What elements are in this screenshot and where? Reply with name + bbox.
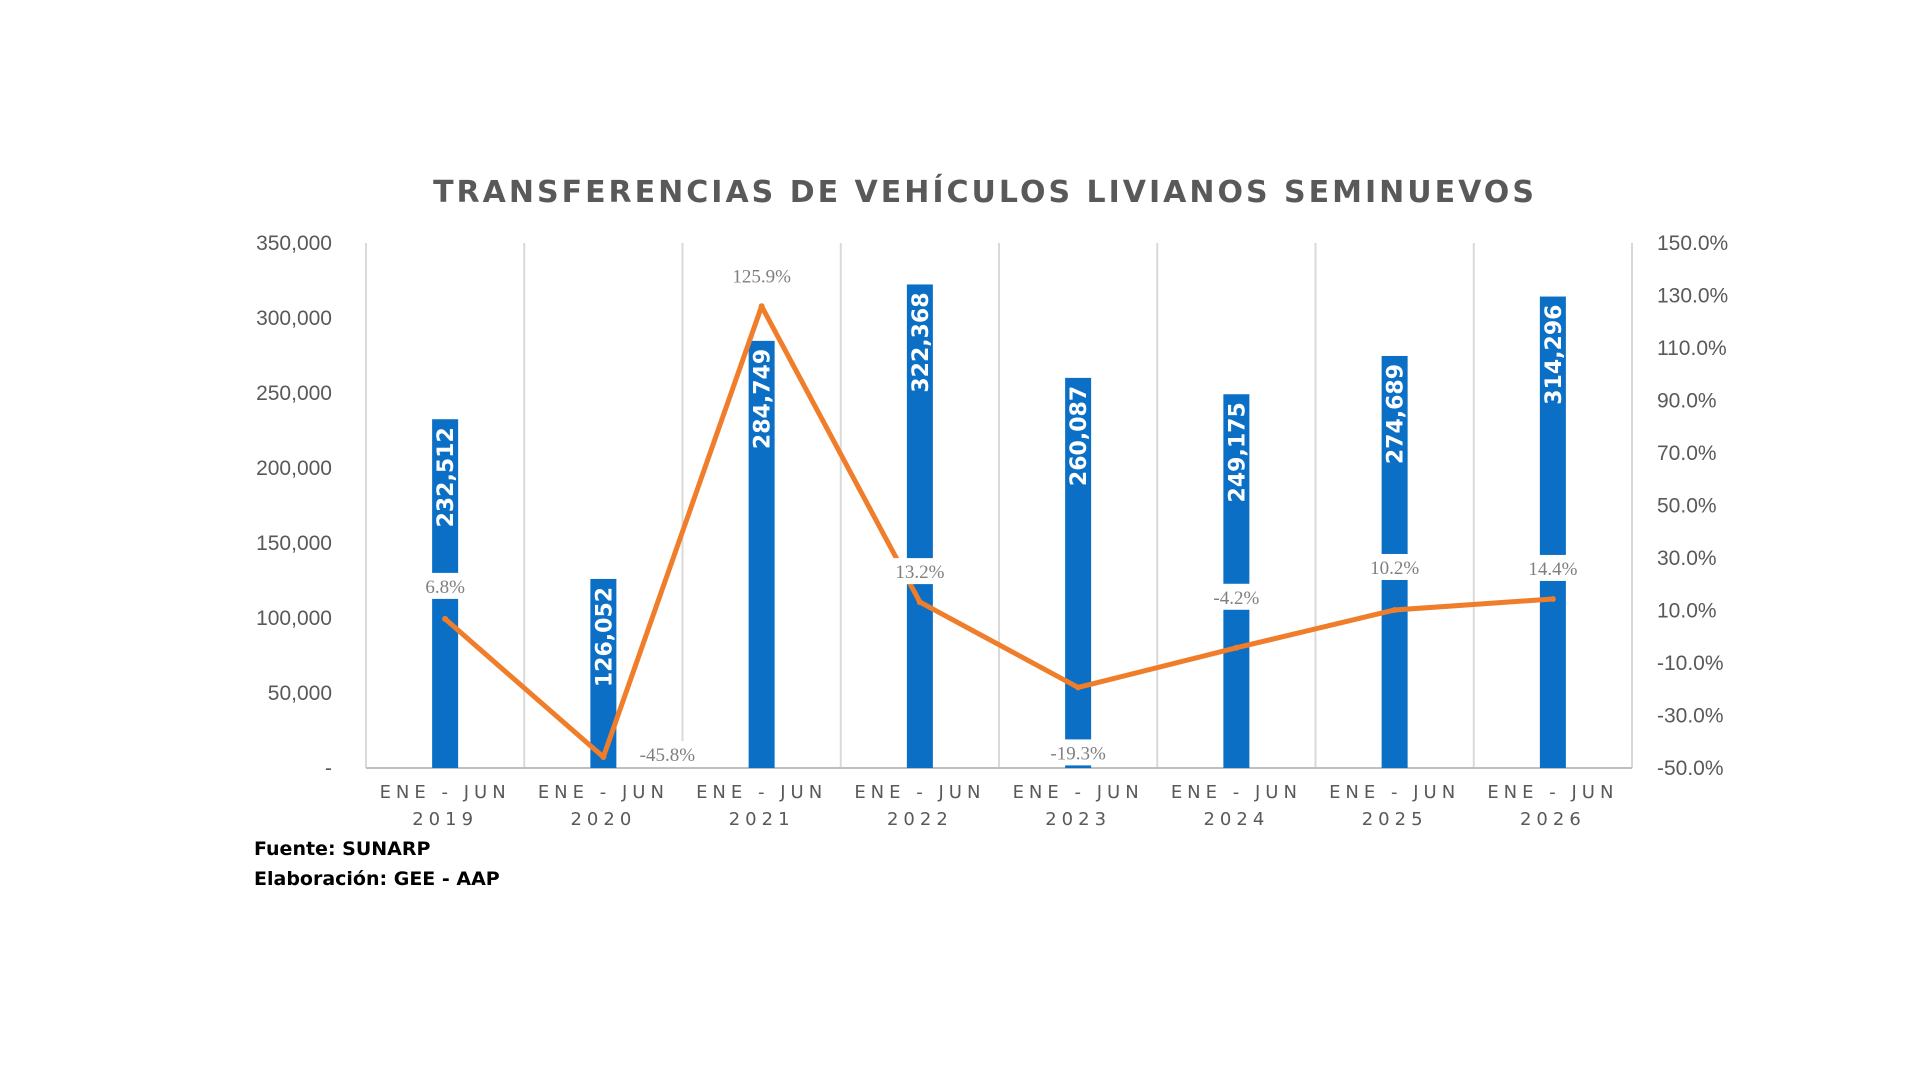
axis-layer: - 50,000 100,000 150,000 200,000 250,000 300,0… [256, 232, 1728, 830]
y-right-tick-label: 150.0% [1657, 232, 1728, 255]
elaboration-note: Elaboración: GEE - AAP [254, 868, 500, 890]
bar-value-label: 260,087 [1067, 386, 1092, 486]
x-tick-label: ENE - JUN [1171, 782, 1302, 803]
bar-value-group: 232,512 [434, 427, 459, 527]
line-label-bg [630, 740, 705, 767]
y-right-tick-label: 70.0% [1657, 442, 1717, 465]
x-tick-label: 2023 [1045, 809, 1111, 830]
bar-value-label: 314,296 [1542, 305, 1567, 405]
x-tick-label: ENE - JUN [854, 782, 985, 803]
line-label-bg [1520, 554, 1585, 581]
x-tick-label: ENE - JUN [538, 782, 669, 803]
chart-title: TRANSFERENCIAS DE VEHÍCULOS LIVIANOS SEM… [433, 174, 1537, 210]
growth-point [600, 753, 607, 760]
growth-point [758, 303, 765, 310]
line-value-label: -4.2% [1213, 588, 1259, 609]
x-tick-label: 2026 [1520, 809, 1586, 830]
growth-point [1233, 644, 1240, 651]
bar-value-group: 126,052 [592, 587, 617, 687]
line-label-bg [1362, 553, 1427, 580]
y-left-tick-label: 150,000 [256, 532, 332, 555]
line-value-label: -19.3% [1050, 743, 1106, 764]
line-label-bg [1041, 739, 1116, 766]
bar [906, 284, 933, 768]
line-label-bg [418, 572, 473, 599]
bar-value-label: 126,052 [592, 587, 617, 687]
y-left-tick-label: 100,000 [256, 607, 332, 630]
line-value-label: 13.2% [895, 562, 944, 583]
line-value-label: 6.8% [425, 577, 465, 598]
growth-point [442, 615, 449, 622]
growth-line [443, 303, 1554, 760]
line-value-label: -45.8% [640, 745, 696, 766]
growth-point [1391, 606, 1398, 613]
y-left-tick-label: - [325, 757, 332, 780]
y-right-tick-label: -30.0% [1657, 705, 1724, 728]
bar-value-label: 322,368 [909, 292, 934, 392]
bar-value-label: 274,689 [1384, 364, 1409, 464]
bar-value-group: 249,175 [1225, 402, 1250, 502]
growth-point [1549, 595, 1556, 602]
growth-point [916, 599, 923, 606]
line-value-label: 10.2% [1370, 558, 1419, 579]
bar-value-group: 322,368 [909, 292, 934, 392]
bar-value-group: 284,749 [751, 349, 776, 449]
bar [1065, 377, 1092, 768]
y-right-tick-label: 30.0% [1657, 547, 1717, 570]
growth-point [1075, 684, 1082, 691]
x-tick-label: ENE - JUN [696, 782, 827, 803]
line-value-label: 14.4% [1528, 559, 1577, 580]
y-right-tick-label: 50.0% [1657, 495, 1717, 518]
y-left-tick-label: 250,000 [256, 382, 332, 405]
y-right-tick-label: 10.0% [1657, 600, 1717, 623]
y-left-tick-label: 350,000 [256, 232, 332, 255]
x-tick-label: 2024 [1203, 809, 1269, 830]
y-right-tick-label: 90.0% [1657, 390, 1717, 413]
line-layer [442, 303, 1556, 760]
line-label-bg [724, 262, 799, 289]
line-label-bg [1204, 583, 1269, 610]
x-tick-label: ENE - JUN [380, 782, 511, 803]
x-tick-label: ENE - JUN [1013, 782, 1144, 803]
x-tick-label: 2025 [1362, 809, 1428, 830]
x-tick-label: 2020 [570, 809, 636, 830]
y-left-tick-label: 200,000 [256, 457, 332, 480]
x-tick-label: 2022 [887, 809, 953, 830]
x-tick-label: ENE - JUN [1329, 782, 1460, 803]
y-left-tick-label: 50,000 [268, 682, 332, 705]
x-tick-label: 2021 [729, 809, 795, 830]
bar-value-label: 284,749 [751, 349, 776, 449]
y-right-tick-label: -50.0% [1657, 757, 1724, 780]
bar [1539, 296, 1566, 768]
bar [748, 340, 775, 768]
grid-layer [365, 243, 1633, 769]
y-right-tick-label: 110.0% [1657, 337, 1727, 360]
line-value-label: 125.9% [732, 266, 791, 287]
line-label-bg [887, 558, 952, 585]
bar-value-group: 260,087 [1067, 386, 1092, 486]
bar [1223, 394, 1250, 768]
y-left-tick-label: 300,000 [256, 307, 332, 330]
y-right-tick-label: 130.0% [1657, 285, 1728, 308]
bar-value-label: 249,175 [1225, 402, 1250, 502]
y-right-tick-label: -10.0% [1657, 652, 1724, 675]
x-tick-label: ENE - JUN [1487, 782, 1618, 803]
source-note: Fuente: SUNARP [254, 838, 431, 860]
bar-value-label: 232,512 [434, 427, 459, 527]
bar-value-group: 274,689 [1384, 364, 1409, 464]
bar-value-group: 314,296 [1542, 305, 1567, 405]
x-tick-label: 2019 [412, 809, 478, 830]
label-layer: 232,512 126,052 284,749 322,368 260,087 249,1… [418, 262, 1585, 767]
